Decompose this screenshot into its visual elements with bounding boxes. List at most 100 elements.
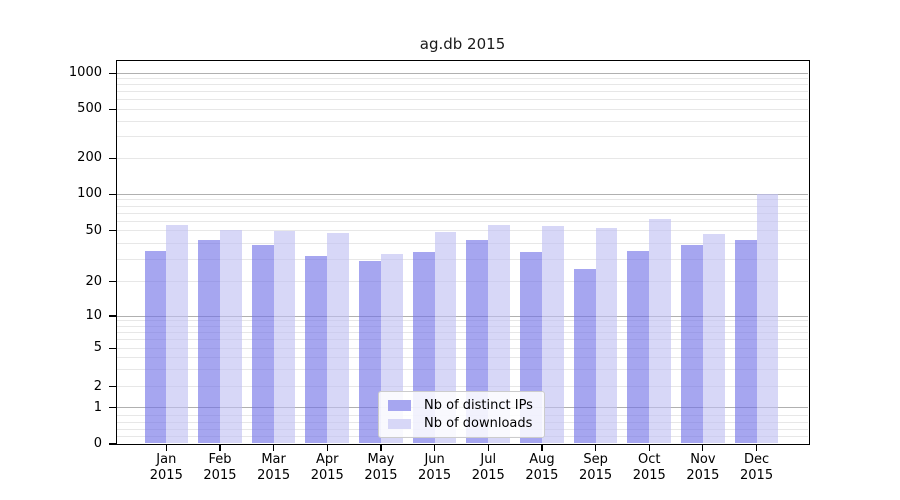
y-axis-tick: [109, 443, 116, 445]
x-label-year: 2015: [149, 467, 183, 483]
gridline-minor: [117, 332, 808, 334]
gridline-minor: [117, 357, 808, 359]
y-axis-tick-label: 2: [93, 378, 102, 394]
bar-downloads-feb: [219, 229, 242, 444]
y-axis-tick-label: 20: [85, 273, 102, 289]
gridline-minor: [117, 84, 808, 86]
x-axis-tick: [273, 444, 275, 452]
legend-item-distinct-ips: Nb of distinct IPs: [388, 396, 535, 415]
bar-downloads-oct: [649, 218, 672, 444]
x-label-month: Apr: [316, 452, 339, 467]
gridline-minor: [117, 205, 808, 207]
x-axis-tick: [219, 444, 221, 452]
y-axis-tick: [109, 347, 116, 349]
bar-downloads-mar: [273, 230, 296, 444]
bar-downloads-dec: [756, 194, 779, 444]
y-axis-tick: [109, 386, 116, 388]
gridline-minor: [117, 91, 808, 93]
x-axis-tick-label: Oct 2015: [617, 452, 681, 483]
gridline-major: [117, 193, 808, 195]
x-label-year: 2015: [525, 467, 559, 483]
x-label-month: Aug: [529, 452, 555, 467]
x-label-year: 2015: [579, 467, 613, 483]
x-axis-tick: [541, 444, 543, 452]
y-axis-tick: [109, 281, 116, 283]
gridline-minor: [117, 99, 808, 101]
y-axis-tick-label: 100: [77, 186, 102, 202]
gridline-minor: [117, 157, 808, 159]
x-axis-tick-label: Jul 2015: [456, 452, 520, 483]
x-axis-tick: [326, 444, 328, 452]
y-axis-tick-label: 200: [77, 150, 102, 166]
y-axis-tick-label: 500: [77, 101, 102, 117]
x-label-year: 2015: [686, 467, 720, 483]
x-label-year: 2015: [310, 467, 344, 483]
y-axis-tick: [109, 72, 116, 74]
y-axis-tick-label: 1000: [68, 65, 102, 81]
x-axis-tick-label: Feb 2015: [188, 452, 252, 483]
x-axis-tick: [434, 444, 436, 452]
bar-downloads-jun: [434, 231, 457, 444]
gridline-major: [117, 72, 808, 74]
bar-distinct-ips-feb: [198, 240, 220, 444]
bar-downloads-apr: [327, 232, 350, 444]
gridline-minor: [117, 325, 808, 327]
x-axis-tick: [165, 444, 167, 452]
y-axis-tick-label: 50: [85, 222, 102, 238]
y-axis-tick: [109, 157, 116, 159]
x-label-month: Sep: [583, 452, 608, 467]
chart-title: ag.db 2015: [419, 35, 506, 53]
x-axis-tick-label: Mar 2015: [242, 452, 306, 483]
bar-downloads-jan: [166, 224, 189, 444]
bar-downloads-aug: [541, 225, 564, 444]
bar-distinct-ips-sep: [573, 269, 596, 444]
gridline-minor: [117, 281, 808, 283]
y-axis-tick: [109, 193, 116, 195]
gridline-minor: [117, 78, 808, 80]
gridline-minor: [117, 347, 808, 349]
gridline-minor: [117, 230, 808, 232]
gridline-minor: [117, 120, 808, 122]
bar-distinct-ips-oct: [627, 250, 650, 444]
y-axis-tick: [109, 315, 116, 317]
y-axis-tick: [109, 108, 116, 110]
y-axis-tick: [109, 230, 116, 232]
gridline-minor: [117, 212, 808, 214]
x-label-month: Nov: [690, 452, 716, 467]
x-label-month: Dec: [743, 452, 770, 467]
gridline-minor: [117, 199, 808, 201]
x-label-month: Jul: [480, 452, 497, 467]
x-label-month: Oct: [637, 452, 661, 467]
x-axis-tick-label: Nov 2015: [671, 452, 735, 483]
x-label-year: 2015: [418, 467, 452, 483]
bar-downloads-sep: [595, 227, 618, 444]
x-label-month: Jun: [424, 452, 445, 467]
gridline-minor: [117, 242, 808, 244]
x-axis-tick-label: Dec 2015: [725, 452, 789, 483]
x-label-month: Feb: [208, 452, 232, 467]
y-axis-tick-label: 10: [85, 308, 102, 323]
legend-label-distinct-ips: Nb of distinct IPs: [424, 397, 533, 413]
gridline-minor: [117, 339, 808, 341]
gridline-minor: [117, 108, 808, 110]
x-axis-tick-label: Apr 2015: [295, 452, 359, 483]
x-label-year: 2015: [632, 467, 666, 483]
y-axis-tick-label: 0: [93, 436, 102, 451]
bar-distinct-ips-dec: [734, 240, 757, 444]
x-axis-tick: [702, 444, 704, 452]
x-label-year: 2015: [364, 467, 398, 483]
y-axis-tick-label: 5: [93, 340, 102, 356]
gridline-minor: [117, 386, 808, 388]
gridline-minor: [117, 258, 808, 260]
x-axis-tick-label: May 2015: [349, 452, 413, 483]
x-axis-tick: [648, 444, 650, 452]
legend: Nb of distinct IPs Nb of downloads: [378, 391, 545, 438]
x-label-year: 2015: [257, 467, 291, 483]
bar-downloads-jul: [488, 224, 511, 444]
x-label-year: 2015: [740, 467, 774, 483]
x-label-month: May: [367, 452, 395, 467]
x-label-month: Jan: [156, 452, 177, 467]
bar-distinct-ips-mar: [251, 244, 274, 444]
x-label-year: 2015: [471, 467, 505, 483]
